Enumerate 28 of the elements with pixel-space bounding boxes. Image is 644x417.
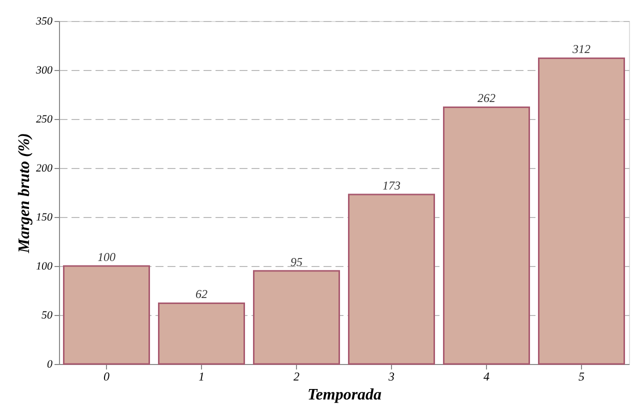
bar xyxy=(348,194,435,365)
x-axis-title: Temporada xyxy=(307,386,382,404)
y-tick-label: 0 xyxy=(47,358,53,370)
data-label: 173 xyxy=(382,178,400,192)
y-tick-label: 200 xyxy=(36,162,53,174)
y-tick-label: 100 xyxy=(36,260,53,272)
x-tick-label: 1 xyxy=(198,370,204,384)
data-label: 62 xyxy=(196,287,208,302)
bar xyxy=(253,270,340,365)
y-tick-label: 300 xyxy=(35,64,53,76)
x-tick-label: 0 xyxy=(104,370,110,384)
bar xyxy=(158,302,245,365)
bar xyxy=(443,106,530,365)
data-label: 100 xyxy=(98,250,116,264)
data-label: 312 xyxy=(572,42,590,56)
y-tick-label: 50 xyxy=(42,310,53,322)
x-tick-label: 2 xyxy=(294,370,300,384)
x-tick-label: 4 xyxy=(484,370,490,384)
data-label: 262 xyxy=(478,91,496,106)
y-axis-title: Margen bruto (%) xyxy=(16,132,33,254)
bar xyxy=(63,265,150,365)
data-label: 95 xyxy=(290,254,302,269)
y-tick-label: 250 xyxy=(36,114,53,126)
x-tick-label: 3 xyxy=(388,370,394,384)
y-tick-label: 350 xyxy=(35,16,53,28)
y-tick-label: 150 xyxy=(36,212,53,224)
x-tick-label: 5 xyxy=(578,370,584,384)
bar xyxy=(538,57,625,365)
